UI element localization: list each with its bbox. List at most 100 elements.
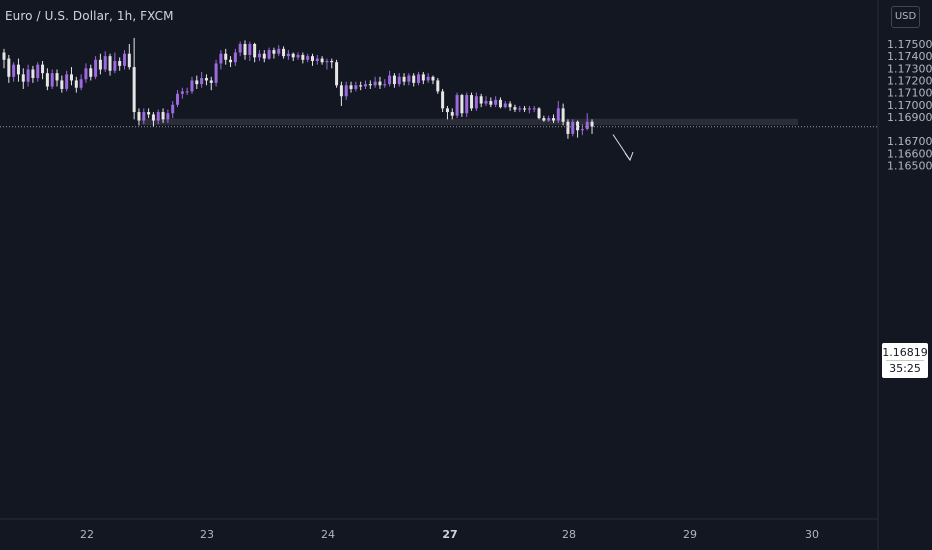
time-tick-label: 30	[805, 528, 819, 541]
candle-body	[368, 84, 372, 86]
candle-body	[436, 80, 440, 92]
candle-body	[412, 75, 416, 83]
candle-body	[248, 44, 252, 55]
price-tick-label: 1.17400	[887, 50, 932, 63]
candle-body	[89, 68, 93, 77]
candle-body	[147, 112, 151, 115]
time-tick-label: 28	[562, 528, 576, 541]
candle-body	[214, 63, 218, 83]
candle-body	[354, 85, 358, 89]
candle-body	[518, 108, 522, 110]
candle-body	[151, 114, 155, 121]
candle-body	[2, 52, 6, 60]
candle-body	[282, 48, 286, 57]
candle-body	[123, 53, 126, 66]
candle-body	[426, 76, 430, 81]
price-tick-label: 1.16700	[887, 135, 932, 148]
time-tick-label: 22	[80, 528, 94, 541]
candle-body	[74, 80, 78, 88]
candle-body	[566, 121, 570, 134]
candle-body	[257, 53, 261, 58]
candle-body	[286, 53, 290, 57]
candle-body	[69, 74, 73, 81]
candle-body	[209, 80, 213, 83]
candle-body	[585, 121, 589, 130]
candle-body	[417, 74, 421, 83]
candle-body	[127, 53, 131, 68]
candle-body	[16, 64, 20, 75]
candle-body	[21, 74, 25, 82]
candle-body	[378, 81, 382, 86]
candle-body	[470, 95, 474, 109]
time-tick-label: 27	[442, 528, 457, 541]
candle-body	[364, 84, 367, 87]
candle-body	[508, 103, 512, 108]
currency-button[interactable]: USD	[891, 6, 920, 28]
candle-body	[45, 73, 49, 87]
support-zone[interactable]	[141, 118, 798, 126]
candle-body	[156, 112, 160, 121]
candle-body	[310, 56, 314, 62]
candle-body	[571, 121, 575, 134]
candle-body	[277, 48, 281, 54]
candle-body	[301, 54, 305, 60]
candle-body	[262, 53, 266, 59]
price-tick-label: 1.17000	[887, 99, 932, 112]
candle-body	[455, 95, 459, 116]
candle-body	[253, 44, 257, 58]
candle-body	[94, 59, 98, 77]
candle-body	[26, 69, 30, 82]
candle-body	[532, 108, 536, 110]
candle-body	[431, 76, 435, 81]
bar-countdown: 35:25	[886, 360, 924, 376]
time-tick-label: 24	[321, 528, 335, 541]
candle-body	[12, 64, 16, 77]
candle-body	[474, 96, 478, 109]
candle-body	[542, 118, 546, 121]
candle-body	[465, 95, 469, 114]
candle-body	[344, 85, 348, 97]
candle-body	[50, 73, 54, 87]
candle-body	[556, 108, 560, 121]
candle-body	[320, 58, 324, 63]
candle-body	[176, 93, 180, 105]
projection-arrowhead	[624, 151, 634, 162]
candle-body	[315, 58, 319, 62]
candle-body	[503, 103, 507, 108]
candle-body	[41, 64, 45, 74]
candle-body	[291, 53, 295, 58]
candle-body	[325, 61, 329, 63]
candle-body	[108, 56, 112, 71]
candle-body	[407, 75, 411, 82]
candle-body	[200, 78, 204, 85]
price-tick-label: 1.17500	[887, 38, 932, 51]
candle-body	[190, 80, 194, 92]
candle-body	[84, 68, 88, 80]
candle-body	[31, 69, 35, 79]
current-price-badge: 1.16819 35:25	[882, 343, 928, 378]
candle-body	[527, 108, 531, 110]
candle-body	[590, 121, 594, 127]
candle-body	[243, 44, 247, 55]
candle-body	[103, 56, 107, 70]
candle-body	[523, 108, 527, 110]
candle-body	[445, 108, 449, 113]
candle-body	[219, 53, 223, 64]
time-tick-label: 23	[200, 528, 214, 541]
candle-body	[479, 96, 483, 104]
candle-body	[65, 74, 69, 89]
candle-body	[171, 104, 175, 114]
candle-body	[335, 62, 339, 86]
candle-body	[142, 112, 146, 121]
candle-body	[229, 59, 233, 63]
candle-body	[489, 101, 493, 105]
candle-body	[306, 56, 310, 60]
candle-body	[498, 99, 502, 108]
candle-body	[224, 53, 228, 60]
candle-body	[185, 91, 189, 93]
candle-body	[383, 84, 387, 86]
symbol-title: Euro / U.S. Dollar, 1h, FXCM	[5, 9, 174, 23]
candle-body	[233, 52, 237, 63]
